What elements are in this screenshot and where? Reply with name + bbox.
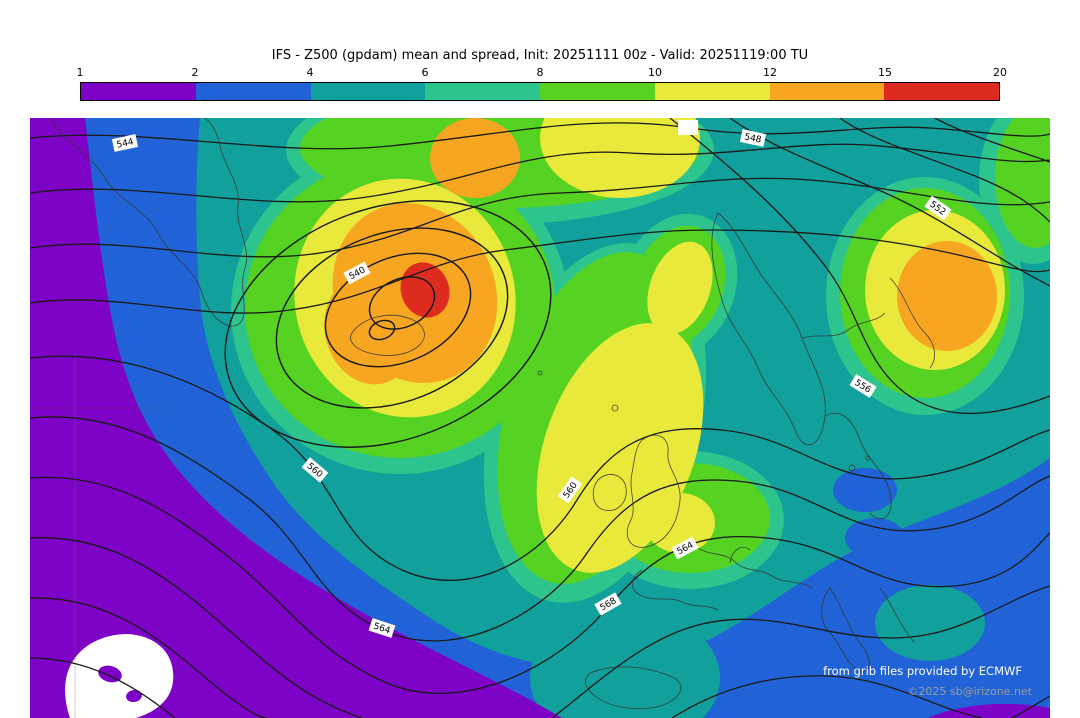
colorbar-segment [540, 83, 655, 100]
coastline-island [611, 404, 619, 412]
contour-label-text: 544 [116, 137, 135, 150]
z500-contour-label: 548 [739, 129, 767, 147]
contour-label-box [594, 592, 622, 616]
contour-label-box [301, 457, 329, 483]
z500-contour [30, 143, 1050, 203]
blank-label-box [678, 120, 698, 135]
z500-contour [30, 597, 1050, 718]
colorbar-tick-label: 10 [648, 66, 662, 79]
colorbar-segment [654, 83, 770, 100]
spread-island-purple [126, 689, 142, 703]
coastline-layer [49, 118, 935, 710]
colorbar-segment [310, 83, 426, 100]
z500-contour [934, 118, 1050, 163]
spread-region-green [995, 118, 1050, 248]
z500-contour-closed [368, 319, 396, 341]
z500-contour [30, 416, 1050, 642]
colorbar-tick-label: 8 [536, 66, 544, 79]
chart-title: IFS - Z500 (gpdam) mean and spread, Init… [271, 48, 809, 63]
contour-label-box [111, 134, 139, 152]
spread-region-blue-patch [845, 518, 905, 558]
z500-contour [30, 177, 1050, 258]
contour-layer [30, 118, 1050, 718]
coastline-italy [821, 587, 915, 672]
contour-label-box [343, 261, 371, 285]
coastline-ireland [592, 474, 627, 511]
contour-label-box [671, 536, 699, 560]
coastline-island [848, 464, 856, 472]
colorbar-segment [769, 83, 885, 100]
coastline-britain [626, 434, 681, 548]
z500-contour-label: 564 [368, 618, 396, 638]
z500-contour [30, 476, 1050, 694]
coastline-greenland [49, 118, 247, 327]
spread-region-red-max [400, 262, 450, 318]
spread-region-yellow [647, 241, 713, 335]
colorbar-tick-label: 2 [191, 66, 199, 79]
spread-region-orange [430, 118, 520, 198]
z500-contour [30, 229, 1050, 314]
spread-region-yellow [645, 493, 715, 553]
credit-copyright: ©2025 sb@irizone.net [907, 685, 1032, 698]
z500-contour-closed [324, 252, 472, 368]
coastline-baltic [801, 277, 935, 519]
z500-contour-closed [224, 200, 552, 448]
colorbar-segment [81, 83, 196, 100]
contour-label-box [368, 618, 396, 638]
z500-contour [30, 122, 1050, 150]
map-area: 540 544 548 552 556 560 560 564 564 568 from grib… [30, 118, 1050, 718]
spread-region-teal-patch [875, 585, 985, 661]
credit-ecmwf: from grib files provided by ECMWF [823, 664, 1022, 678]
colorbar-tick-label: 20 [993, 66, 1007, 79]
spread-fill-layer [30, 118, 1050, 718]
z500-contour-closed [368, 276, 436, 330]
z500-contour-label: 544 [111, 134, 139, 152]
z500-contour-closed [275, 227, 509, 409]
z500-contour [729, 118, 1050, 287]
z500-contour [669, 118, 1050, 415]
colorbar: 1 2 4 6 8 10 12 15 20 [76, 66, 1008, 101]
colorbar-segment [425, 83, 540, 100]
z500-contour [30, 537, 1050, 718]
colorbar-tick-label: 4 [306, 66, 314, 79]
colorbar-segment [884, 83, 999, 100]
coastline-continental-europe [631, 546, 813, 611]
coastline-iberia [585, 666, 682, 710]
spread-region-purple [30, 118, 562, 718]
coastline-scandinavia [711, 212, 826, 446]
coastline-island [537, 370, 543, 376]
colorbar-tick-label: 12 [763, 66, 777, 79]
z500-contour [839, 118, 1050, 223]
spread-region-yellow [540, 118, 700, 198]
contour-label-box [739, 129, 767, 147]
contour-label-box [557, 476, 583, 504]
coastline-island [865, 455, 871, 461]
colorbar-tick-label: 1 [76, 66, 84, 79]
colorbar-ticks: 1 2 4 6 8 10 12 15 20 [76, 66, 1008, 82]
contour-label-text: 548 [743, 132, 762, 145]
colorbar-tick-label: 15 [878, 66, 892, 79]
spread-region-orange [897, 241, 997, 351]
colorbar-bar [80, 82, 1000, 101]
contour-label-box [924, 195, 952, 221]
graticule-layer [30, 353, 170, 718]
contour-label-box [849, 374, 877, 398]
coastline-iceland [349, 314, 425, 356]
spread-region-teal-south [530, 608, 720, 718]
z500-contour [30, 657, 176, 718]
colorbar-segment [195, 83, 311, 100]
spread-region-blue-patch [833, 468, 897, 512]
colorbar-tick-label: 6 [421, 66, 429, 79]
